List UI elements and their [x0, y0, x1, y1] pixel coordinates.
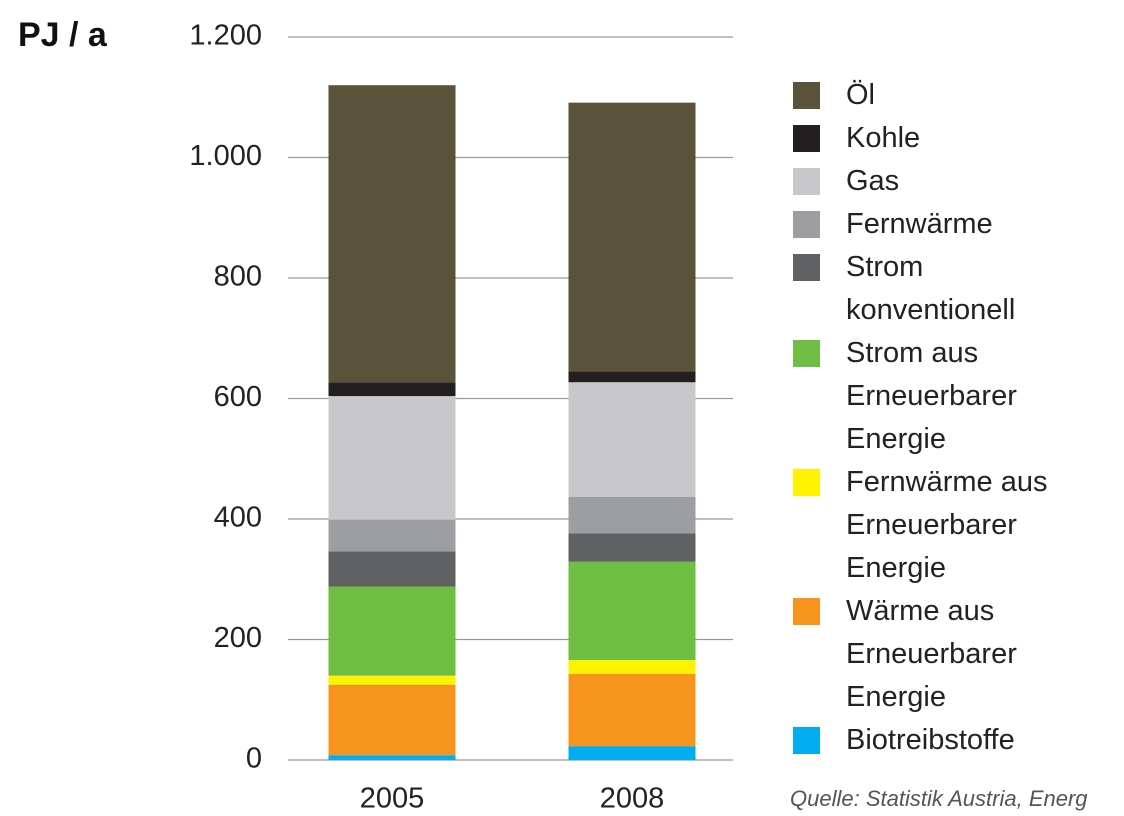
- legend-item: Gas: [793, 160, 1047, 203]
- legend-item: Kohle: [793, 117, 1047, 160]
- bar-segment: [568, 659, 696, 674]
- legend-label: Wärme aus Erneuerbarer Energie: [846, 595, 1017, 713]
- y-tick-label: 200: [214, 622, 262, 654]
- bar-segment: [328, 586, 456, 676]
- legend-item: Strom aus Erneuerbarer Energie: [793, 332, 1047, 461]
- legend-swatch: [793, 469, 820, 496]
- bar-segment: [568, 382, 696, 497]
- legend-label: Gas: [846, 165, 900, 197]
- bar-segment: [328, 551, 456, 587]
- bar-segment: [568, 673, 696, 747]
- y-tick-label: 1.200: [189, 20, 262, 52]
- legend-swatch: [793, 211, 820, 238]
- bar-segment: [328, 755, 456, 760]
- bar-segment: [328, 519, 456, 552]
- legend-swatch: [793, 82, 820, 109]
- bar-segment: [568, 102, 696, 372]
- legend-item: Fernwärme aus Erneuerbarer Energie: [793, 461, 1047, 590]
- bar-segment: [568, 561, 696, 660]
- y-tick-label: 400: [214, 502, 262, 534]
- legend-item: Biotreibstoffe: [793, 719, 1047, 762]
- legend-item: Öl: [793, 74, 1047, 117]
- legend-label: Strom konventionell: [846, 251, 1016, 326]
- y-tick-label: 0: [246, 743, 262, 775]
- bar-segment: [568, 533, 696, 562]
- legend-swatch: [793, 168, 820, 195]
- legend-swatch: [793, 254, 820, 281]
- bar-segment: [328, 675, 456, 685]
- legend-item: Wärme aus Erneuerbarer Energie: [793, 590, 1047, 719]
- chart: 0 200 400 600 800 1.000 1.200 2005 2008: [189, 20, 733, 815]
- legend-label: Biotreibstoffe: [846, 724, 1015, 756]
- legend-item: Fernwärme: [793, 203, 1047, 246]
- bar-segment: [328, 396, 456, 520]
- bar-segment: [568, 496, 696, 534]
- legend-swatch: [793, 727, 820, 754]
- source: Quelle: Statistik Austria, Energ: [790, 786, 1088, 811]
- bar-segment: [568, 746, 696, 760]
- bar-segment: [328, 684, 456, 756]
- legend-swatch: [793, 340, 820, 367]
- legend-label: Fernwärme aus Erneuerbarer Energie: [846, 466, 1048, 584]
- y-tick-label: 600: [214, 381, 262, 413]
- legend-label: Kohle: [846, 122, 921, 154]
- legend-swatch: [793, 125, 820, 152]
- y-tick-label: 800: [214, 261, 262, 293]
- bar-segment: [328, 382, 456, 397]
- x-tick-label: 2008: [600, 783, 665, 815]
- legend: Biotreibstoffe Wärme aus Erneuerbarer Ene…: [793, 74, 1047, 762]
- legend-label: Strom aus Erneuerbarer Energie: [846, 337, 1017, 455]
- legend-label: Fernwärme: [846, 208, 993, 240]
- legend-swatch: [793, 598, 820, 625]
- y-tick-label: 1.000: [189, 140, 262, 172]
- x-tick-label: 2005: [360, 783, 425, 815]
- legend-item: Strom konventionell: [793, 246, 1047, 332]
- bar-segment: [328, 85, 456, 383]
- y-axis-label: PJ / a: [18, 16, 107, 54]
- legend-label: Öl: [846, 79, 875, 111]
- bar-segment: [568, 371, 696, 383]
